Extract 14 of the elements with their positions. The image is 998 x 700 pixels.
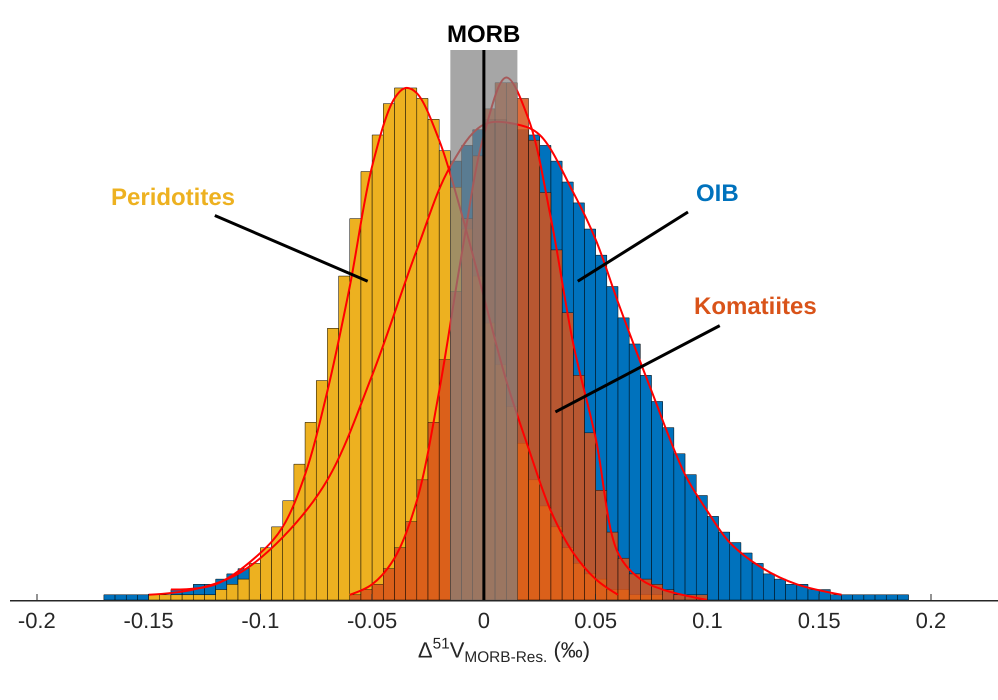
annotation: OIB	[696, 180, 739, 207]
x-tick-label: -0.2	[18, 608, 56, 633]
x-tick-label: 0	[478, 608, 490, 633]
x-tick-label: 0.2	[916, 608, 946, 633]
band-label: MORB	[447, 21, 520, 48]
x-tick-label: -0.1	[241, 608, 280, 633]
annotation: Peridotites	[111, 184, 236, 211]
x-tick-label: 0.1	[692, 608, 723, 633]
x-tick-label: 0.05	[574, 608, 618, 633]
x-tick-label: -0.15	[124, 608, 174, 633]
x-tick-label: -0.05	[347, 608, 398, 633]
x-tick-label: 0.15	[798, 608, 841, 633]
x-axis-title: Δ$^{51}$V$_{MORB-Res.}$ (‰)	[418, 635, 590, 666]
annotation: Komatiites	[694, 293, 817, 320]
